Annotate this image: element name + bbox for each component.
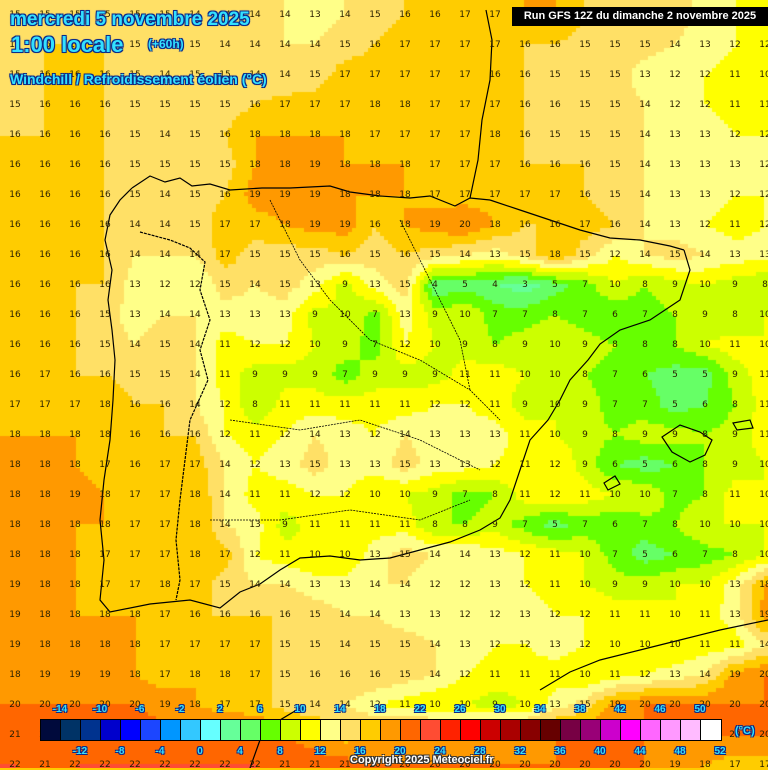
legend-swatch xyxy=(561,720,581,740)
legend-tick-bottom: 36 xyxy=(554,746,566,757)
legend-swatch xyxy=(61,720,81,740)
legend-swatch xyxy=(261,720,281,740)
legend-tick-top: 50 xyxy=(694,704,706,715)
legend-swatch xyxy=(401,720,421,740)
model-run-label: Run GFS 12Z du dimanche 2 novembre 2025 xyxy=(512,7,768,26)
legend-tick-bottom: 20 xyxy=(394,746,406,757)
legend-swatch xyxy=(541,720,561,740)
legend-swatch xyxy=(41,720,61,740)
legend-tick-bottom: 4 xyxy=(237,746,243,757)
legend-swatch xyxy=(181,720,201,740)
legend-swatch xyxy=(501,720,521,740)
legend-tick-bottom: 24 xyxy=(434,746,446,757)
copyright: Copyright 2025 Meteociel.fr xyxy=(350,754,494,766)
legend-swatch xyxy=(481,720,501,740)
legend-tick-top: -2 xyxy=(175,704,185,715)
legend-swatch xyxy=(701,720,721,740)
parameter-title: Windchill / Refroidissement éolien (°C) xyxy=(10,71,267,87)
legend-tick-bottom: -8 xyxy=(115,746,125,757)
legend-swatch xyxy=(121,720,141,740)
legend-tick-top: 26 xyxy=(454,704,466,715)
color-scale-legend xyxy=(40,719,722,741)
legend-swatch xyxy=(321,720,341,740)
legend-swatch xyxy=(681,720,701,740)
legend-swatch xyxy=(241,720,261,740)
legend-swatch xyxy=(141,720,161,740)
legend-tick-bottom: 16 xyxy=(354,746,366,757)
legend-tick-bottom: -12 xyxy=(72,746,88,757)
legend-swatch xyxy=(621,720,641,740)
legend-swatch xyxy=(441,720,461,740)
legend-tick-bottom: 48 xyxy=(674,746,686,757)
legend-tick-top: 30 xyxy=(494,704,506,715)
legend-tick-top: 14 xyxy=(334,704,346,715)
legend-swatch xyxy=(581,720,601,740)
legend-tick-top: -6 xyxy=(135,704,145,715)
legend-swatch xyxy=(421,720,441,740)
legend-swatch xyxy=(161,720,181,740)
legend-tick-top: -10 xyxy=(92,704,108,715)
legend-swatch xyxy=(341,720,361,740)
legend-tick-top: 42 xyxy=(614,704,626,715)
legend-swatch xyxy=(521,720,541,740)
legend-swatch xyxy=(661,720,681,740)
legend-swatch xyxy=(361,720,381,740)
legend-tick-bottom: -4 xyxy=(155,746,165,757)
legend-tick-top: -14 xyxy=(52,704,68,715)
legend-tick-bottom: 40 xyxy=(594,746,606,757)
legend-swatch xyxy=(381,720,401,740)
legend-tick-bottom: 52 xyxy=(714,746,726,757)
legend-swatch xyxy=(601,720,621,740)
legend-swatch xyxy=(81,720,101,740)
legend-tick-top: 2 xyxy=(217,704,223,715)
legend-tick-top: 22 xyxy=(414,704,426,715)
legend-tick-top: 18 xyxy=(374,704,386,715)
legend-tick-top: 6 xyxy=(257,704,263,715)
legend-swatch xyxy=(301,720,321,740)
legend-tick-top: 38 xyxy=(574,704,586,715)
legend-tick-bottom: 12 xyxy=(314,746,326,757)
forecast-lead: (+60h) xyxy=(148,37,184,51)
forecast-time: 1:00 locale xyxy=(11,32,124,57)
legend-swatch xyxy=(281,720,301,740)
legend-tick-top: 46 xyxy=(654,704,666,715)
legend-tick-bottom: 0 xyxy=(197,746,203,757)
legend-tick-top: 34 xyxy=(534,704,546,715)
legend-tick-bottom: 32 xyxy=(514,746,526,757)
legend-tick-top: 10 xyxy=(294,704,306,715)
legend-unit: (°C) xyxy=(735,725,755,737)
legend-tick-bottom: 8 xyxy=(277,746,283,757)
legend-swatch xyxy=(461,720,481,740)
legend-swatch xyxy=(101,720,121,740)
forecast-date: mercredi 5 novembre 2025 xyxy=(10,9,250,30)
legend-tick-bottom: 44 xyxy=(634,746,646,757)
legend-swatch xyxy=(201,720,221,740)
legend-swatch xyxy=(641,720,661,740)
legend-swatch xyxy=(221,720,241,740)
legend-tick-bottom: 28 xyxy=(474,746,486,757)
